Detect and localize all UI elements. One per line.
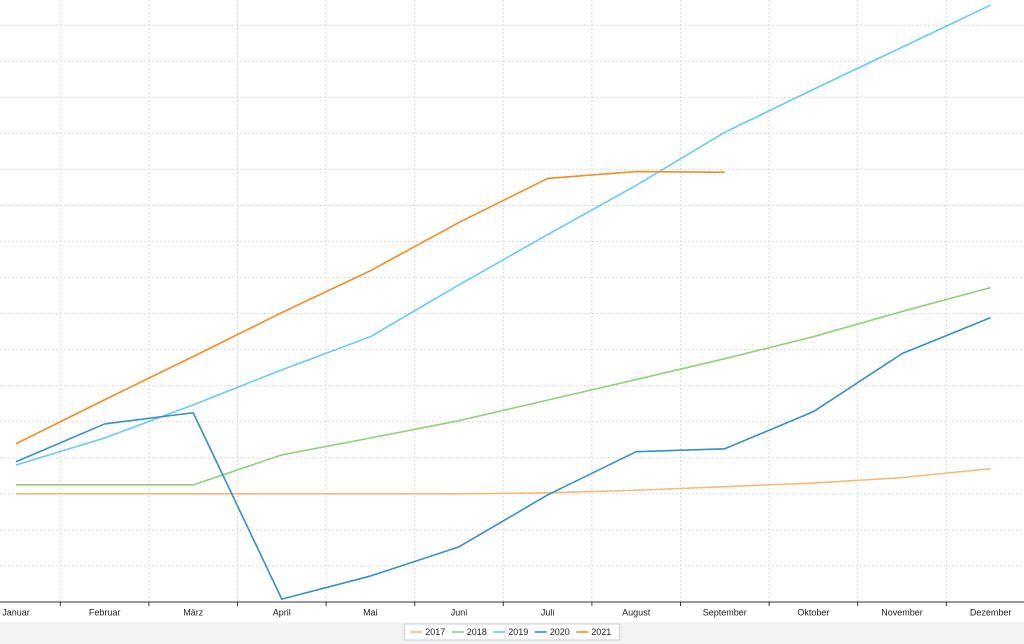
x-tick-label: August [622,607,651,617]
x-tick-label: Februar [89,607,121,617]
series-line [15,170,725,445]
x-tick-label: Dezember [970,607,1012,617]
legend-label: 2019 [508,627,528,637]
plot [15,4,991,600]
legend-label: 2021 [591,627,611,637]
x-axis-labels: Januar Februar März April Mai Juni Juli August S… [2,602,1012,617]
x-tick-label: Oktober [797,607,829,617]
x-tick-label: Juni [451,607,468,617]
x-tick-label: März [183,607,203,617]
legend: 2017 2018 2019 2020 2021 [403,623,621,641]
x-tick-label: September [703,607,747,617]
grid [0,0,1024,602]
legend-box [403,623,621,641]
series-line [15,4,991,466]
legend-label: 2020 [550,627,570,637]
legend-label: 2017 [425,627,445,637]
series-line [16,467,991,495]
series-line [16,286,991,486]
x-tick-label: Mai [363,607,378,617]
legend-label: 2018 [467,627,487,637]
series-line [15,316,991,600]
x-tick-label: Januar [2,607,30,617]
x-tick-label: April [273,607,291,617]
x-tick-label: Juli [541,607,555,617]
x-tick-label: November [881,607,923,617]
